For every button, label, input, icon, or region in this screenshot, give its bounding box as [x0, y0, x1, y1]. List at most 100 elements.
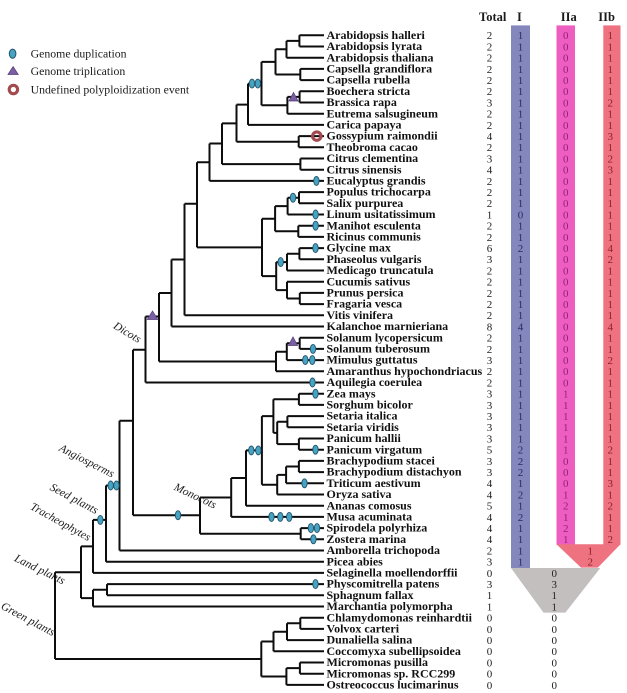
svg-text:Prunus persica: Prunus persica [327, 286, 404, 300]
svg-text:Marchantia polymorpha: Marchantia polymorpha [327, 599, 453, 613]
svg-text:1: 1 [518, 86, 524, 98]
svg-text:2: 2 [588, 557, 594, 569]
svg-text:Genome duplication: Genome duplication [31, 47, 127, 61]
svg-text:0: 0 [563, 109, 569, 121]
svg-text:0: 0 [563, 456, 569, 468]
svg-text:3: 3 [487, 557, 493, 569]
svg-text:0: 0 [563, 64, 569, 76]
svg-text:I: I [517, 10, 522, 24]
svg-text:0: 0 [563, 265, 569, 277]
svg-text:0: 0 [563, 41, 569, 53]
svg-text:4: 4 [487, 512, 493, 524]
svg-text:0: 0 [563, 97, 569, 109]
svg-text:1: 1 [518, 422, 524, 434]
svg-text:Solanum lycopersicum: Solanum lycopersicum [327, 330, 443, 344]
svg-text:Brassica rapa: Brassica rapa [327, 95, 397, 109]
svg-text:1: 1 [608, 422, 614, 434]
svg-text:Amaranthus hypochondriacus: Amaranthus hypochondriacus [327, 364, 483, 378]
svg-text:2: 2 [487, 187, 493, 199]
svg-text:1: 1 [518, 299, 524, 311]
svg-text:1: 1 [518, 277, 524, 289]
svg-text:1: 1 [608, 366, 614, 378]
svg-text:2: 2 [487, 86, 493, 98]
svg-text:3: 3 [487, 153, 493, 165]
svg-text:1: 1 [518, 501, 524, 513]
svg-text:Oryza sativa: Oryza sativa [327, 487, 392, 501]
svg-text:1: 1 [608, 400, 614, 412]
svg-text:Zostera marina: Zostera marina [327, 532, 407, 546]
svg-text:0: 0 [487, 613, 493, 625]
svg-text:1: 1 [563, 411, 569, 423]
svg-text:1: 1 [487, 601, 493, 613]
svg-text:1: 1 [563, 489, 569, 501]
svg-text:0: 0 [552, 635, 558, 647]
svg-text:2: 2 [487, 265, 493, 277]
svg-text:1: 1 [518, 310, 524, 322]
svg-text:2: 2 [487, 30, 493, 42]
svg-text:0: 0 [563, 209, 569, 221]
svg-text:0: 0 [487, 680, 493, 692]
svg-text:1: 1 [563, 445, 569, 457]
svg-text:Triticum aestivum: Triticum aestivum [327, 476, 421, 490]
svg-text:1: 1 [518, 198, 524, 210]
svg-text:3: 3 [487, 456, 493, 468]
svg-text:1: 1 [608, 265, 614, 277]
svg-text:Boechera stricta: Boechera stricta [327, 84, 411, 98]
svg-text:1: 1 [608, 377, 614, 389]
svg-text:5: 5 [487, 445, 493, 457]
svg-text:Manihot esculenta: Manihot esculenta [327, 218, 421, 232]
svg-text:1: 1 [518, 142, 524, 154]
svg-text:Spirodela polyrhiza: Spirodela polyrhiza [327, 521, 428, 535]
svg-text:3: 3 [487, 400, 493, 412]
svg-text:3: 3 [487, 355, 493, 367]
svg-text:2: 2 [487, 41, 493, 53]
svg-text:4: 4 [487, 165, 493, 177]
svg-text:2: 2 [487, 299, 493, 311]
svg-text:Eutrema salsugineum: Eutrema salsugineum [327, 106, 438, 120]
svg-text:1: 1 [608, 187, 614, 199]
svg-text:2: 2 [487, 75, 493, 87]
svg-text:1: 1 [518, 232, 524, 244]
svg-text:Ostreococcus lucimarinus: Ostreococcus lucimarinus [327, 678, 459, 692]
svg-text:0: 0 [563, 142, 569, 154]
svg-text:2: 2 [487, 545, 493, 557]
svg-text:1: 1 [608, 53, 614, 65]
svg-text:2: 2 [518, 467, 524, 479]
svg-text:0: 0 [563, 467, 569, 479]
svg-text:1: 1 [518, 109, 524, 121]
svg-text:0: 0 [552, 613, 558, 625]
svg-text:Eucalyptus grandis: Eucalyptus grandis [327, 174, 426, 188]
svg-text:3: 3 [608, 478, 614, 490]
svg-text:1: 1 [608, 433, 614, 445]
svg-text:1: 1 [518, 389, 524, 401]
svg-text:1: 1 [608, 30, 614, 42]
svg-text:0: 0 [563, 310, 569, 322]
svg-text:Linum usitatissimum: Linum usitatissimum [327, 207, 436, 221]
svg-text:Arabidopsis thaliana: Arabidopsis thaliana [327, 50, 434, 64]
svg-text:2: 2 [487, 366, 493, 378]
svg-text:1: 1 [518, 75, 524, 87]
svg-text:1: 1 [518, 254, 524, 266]
svg-text:Kalanchoe marnieriana: Kalanchoe marnieriana [327, 319, 449, 333]
svg-text:1: 1 [518, 366, 524, 378]
svg-text:Ananas comosus: Ananas comosus [327, 498, 412, 512]
svg-text:Carica papaya: Carica papaya [327, 118, 402, 132]
svg-text:1: 1 [563, 512, 569, 524]
svg-text:0: 0 [563, 176, 569, 188]
svg-text:3: 3 [608, 165, 614, 177]
svg-text:1: 1 [608, 41, 614, 53]
svg-text:0: 0 [563, 131, 569, 143]
svg-text:Volvox carteri: Volvox carteri [327, 622, 400, 636]
svg-text:0: 0 [487, 635, 493, 647]
svg-text:IIa: IIa [561, 10, 578, 24]
svg-text:0: 0 [563, 243, 569, 255]
svg-text:1: 1 [608, 389, 614, 401]
svg-text:8: 8 [487, 321, 493, 333]
svg-text:1: 1 [608, 109, 614, 121]
svg-text:1: 1 [608, 489, 614, 501]
svg-text:3: 3 [487, 433, 493, 445]
svg-text:1: 1 [608, 467, 614, 479]
svg-text:1: 1 [608, 64, 614, 76]
svg-text:1: 1 [518, 288, 524, 300]
svg-text:2: 2 [608, 254, 614, 266]
